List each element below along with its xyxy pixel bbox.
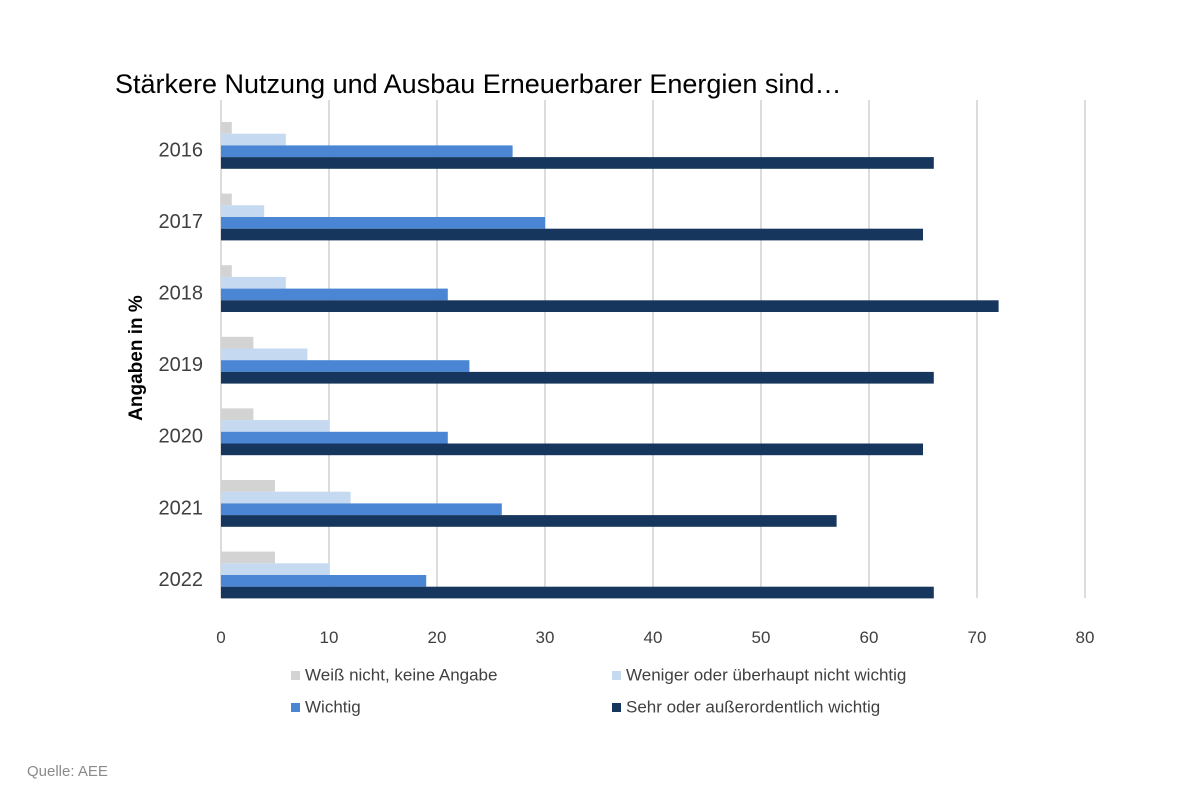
bar <box>221 575 427 587</box>
legend-swatch <box>291 703 300 712</box>
x-tick-label: 70 <box>968 628 987 647</box>
x-tick-label: 10 <box>320 628 339 647</box>
category-label: 2022 <box>159 569 204 591</box>
x-tick-label: 20 <box>428 628 447 647</box>
bar <box>221 515 837 527</box>
legend: Weiß nicht, keine Angabe Weniger oder übe… <box>291 665 906 716</box>
category-label: 2020 <box>159 426 204 448</box>
bar <box>221 348 308 361</box>
bar <box>221 563 329 575</box>
bar <box>221 443 923 456</box>
legend-label: Wichtig <box>305 697 361 716</box>
x-tick-label: 40 <box>644 628 663 647</box>
x-tick-label: 0 <box>216 628 225 647</box>
bar <box>221 420 329 432</box>
category-label: 2021 <box>159 497 204 519</box>
bar <box>221 193 232 206</box>
x-tick-labels: 0 10 20 30 40 50 60 70 80 <box>216 628 1094 647</box>
bar <box>221 157 934 169</box>
bar <box>221 551 275 564</box>
y-axis-label: Angaben in % <box>126 295 147 421</box>
source-note: Quelle: AEE <box>27 763 108 780</box>
legend-swatch <box>291 671 300 680</box>
legend-label: Sehr oder außerordentlich wichtig <box>626 697 880 716</box>
bar <box>221 491 351 504</box>
bar <box>221 431 448 444</box>
bar <box>221 480 275 492</box>
x-tick-label: 50 <box>752 628 771 647</box>
bar <box>221 300 999 312</box>
category-label: 2017 <box>159 211 204 233</box>
bar <box>221 336 254 349</box>
legend-label: Weniger oder überhaupt nicht wichtig <box>626 665 906 684</box>
legend-swatch <box>612 671 621 680</box>
bar <box>221 503 502 516</box>
bars <box>221 122 999 599</box>
x-tick-label: 80 <box>1076 628 1095 647</box>
legend-label: Weiß nicht, keine Angabe <box>305 665 497 684</box>
bar <box>221 122 232 134</box>
legend-swatch <box>612 703 621 712</box>
bar <box>221 133 286 146</box>
bar <box>221 276 286 289</box>
bar <box>221 371 934 384</box>
bar <box>221 408 254 421</box>
bar <box>221 145 513 158</box>
bar <box>221 228 923 241</box>
bar <box>221 586 934 599</box>
category-label: 2019 <box>159 354 204 376</box>
category-label: 2016 <box>159 139 204 161</box>
x-tick-label: 30 <box>536 628 555 647</box>
category-label: 2018 <box>159 282 204 304</box>
gridlines <box>220 100 1086 598</box>
bar <box>221 205 265 217</box>
bar <box>221 288 448 301</box>
bar <box>221 265 232 277</box>
bar <box>221 360 470 372</box>
chart-title: Stärkere Nutzung und Ausbau Erneuerbarer… <box>115 69 841 99</box>
x-tick-label: 60 <box>860 628 879 647</box>
category-labels: 2016 2017 2018 2019 2020 2021 2022 <box>159 139 204 591</box>
bar <box>221 217 545 229</box>
